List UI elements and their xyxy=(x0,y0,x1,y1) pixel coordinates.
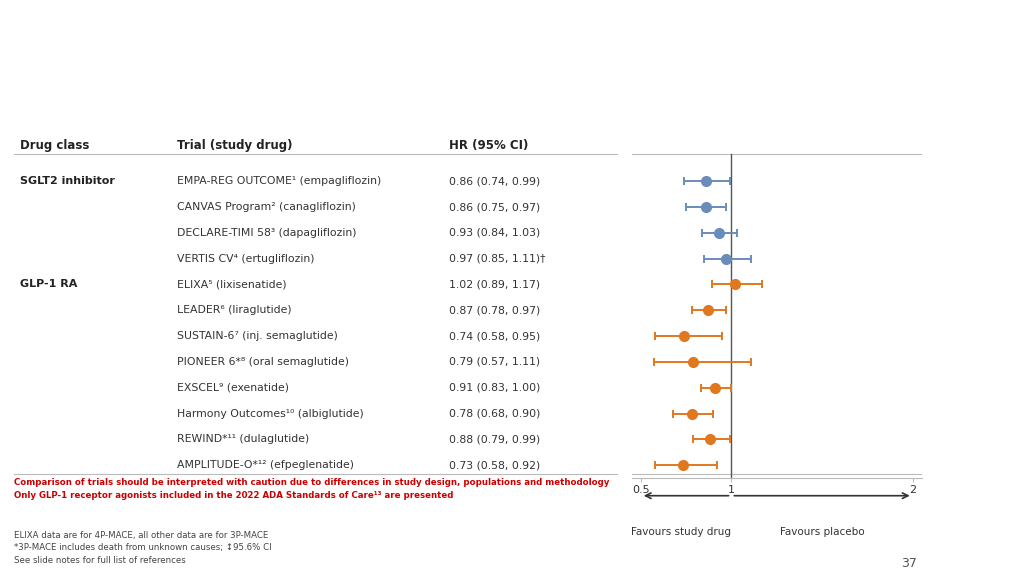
Text: EMPA-REG OUTCOME¹ (empagliflozin): EMPA-REG OUTCOME¹ (empagliflozin) xyxy=(177,176,382,186)
Text: GLP-1 RA: GLP-1 RA xyxy=(20,279,78,290)
Text: 0.86 (0.74, 0.99): 0.86 (0.74, 0.99) xyxy=(450,176,541,186)
Text: Favours placebo: Favours placebo xyxy=(779,527,864,537)
Text: 37: 37 xyxy=(900,557,916,570)
Text: 0.74 (0.58, 0.95): 0.74 (0.58, 0.95) xyxy=(450,331,541,341)
Text: PIONEER 6*⁸ (oral semaglutide): PIONEER 6*⁸ (oral semaglutide) xyxy=(177,357,349,367)
Text: LEADER⁶ (liraglutide): LEADER⁶ (liraglutide) xyxy=(177,305,292,315)
Text: 1.02 (0.89, 1.17): 1.02 (0.89, 1.17) xyxy=(450,279,541,290)
Text: DECLARE-TIMI 58³ (dapagliflozin): DECLARE-TIMI 58³ (dapagliflozin) xyxy=(177,228,357,238)
Text: ELIXA⁵ (lixisenatide): ELIXA⁵ (lixisenatide) xyxy=(177,279,287,290)
Text: 0.79 (0.57, 1.11): 0.79 (0.57, 1.11) xyxy=(450,357,541,367)
Text: 0.91 (0.83, 1.00): 0.91 (0.83, 1.00) xyxy=(450,382,541,393)
Text: EXSCEL⁹ (exenatide): EXSCEL⁹ (exenatide) xyxy=(177,382,290,393)
Text: CANVAS Program² (canagliflozin): CANVAS Program² (canagliflozin) xyxy=(177,202,356,212)
Text: Drug class: Drug class xyxy=(20,139,90,151)
Text: ELIXA data are for 4P-MACE, all other data are for 3P-MACE
*3P-MACE includes dea: ELIXA data are for 4P-MACE, all other da… xyxy=(14,531,272,565)
Text: MACE outcomes in completed SGLT2 inhibitor and: MACE outcomes in completed SGLT2 inhibit… xyxy=(30,71,621,95)
Text: 0.93 (0.84, 1.03): 0.93 (0.84, 1.03) xyxy=(450,228,541,238)
Text: 0.87 (0.78, 0.97): 0.87 (0.78, 0.97) xyxy=(450,305,541,315)
Text: 0.86 (0.75, 0.97): 0.86 (0.75, 0.97) xyxy=(450,202,541,212)
Text: 0.78 (0.68, 0.90): 0.78 (0.68, 0.90) xyxy=(450,408,541,419)
Text: Comparison of trials should be interpreted with caution due to differences in st: Comparison of trials should be interpret… xyxy=(14,478,609,499)
Text: Trial (study drug): Trial (study drug) xyxy=(177,139,293,151)
Text: AMPLITUDE-O*¹² (efpeglenatide): AMPLITUDE-O*¹² (efpeglenatide) xyxy=(177,460,354,470)
Text: Favours study drug: Favours study drug xyxy=(631,527,731,537)
Text: SGLT2 inhibitor: SGLT2 inhibitor xyxy=(20,176,116,186)
Text: GLP-1 receptor agonist CVOTs in patients with T2D: GLP-1 receptor agonist CVOTs in patients… xyxy=(30,105,628,129)
Text: 0.73 (0.58, 0.92): 0.73 (0.58, 0.92) xyxy=(450,460,541,470)
Text: HR (95% CI): HR (95% CI) xyxy=(450,139,528,151)
Text: Harmony Outcomes¹⁰ (albiglutide): Harmony Outcomes¹⁰ (albiglutide) xyxy=(177,408,365,419)
Text: 0.88 (0.79, 0.99): 0.88 (0.79, 0.99) xyxy=(450,434,541,444)
Text: REWIND*¹¹ (dulaglutide): REWIND*¹¹ (dulaglutide) xyxy=(177,434,309,444)
Text: SUSTAIN-6⁷ (inj. semaglutide): SUSTAIN-6⁷ (inj. semaglutide) xyxy=(177,331,338,341)
Text: 0.97 (0.85, 1.11)†: 0.97 (0.85, 1.11)† xyxy=(450,253,546,264)
Text: VERTIS CV⁴ (ertugliflozin): VERTIS CV⁴ (ertugliflozin) xyxy=(177,253,315,264)
